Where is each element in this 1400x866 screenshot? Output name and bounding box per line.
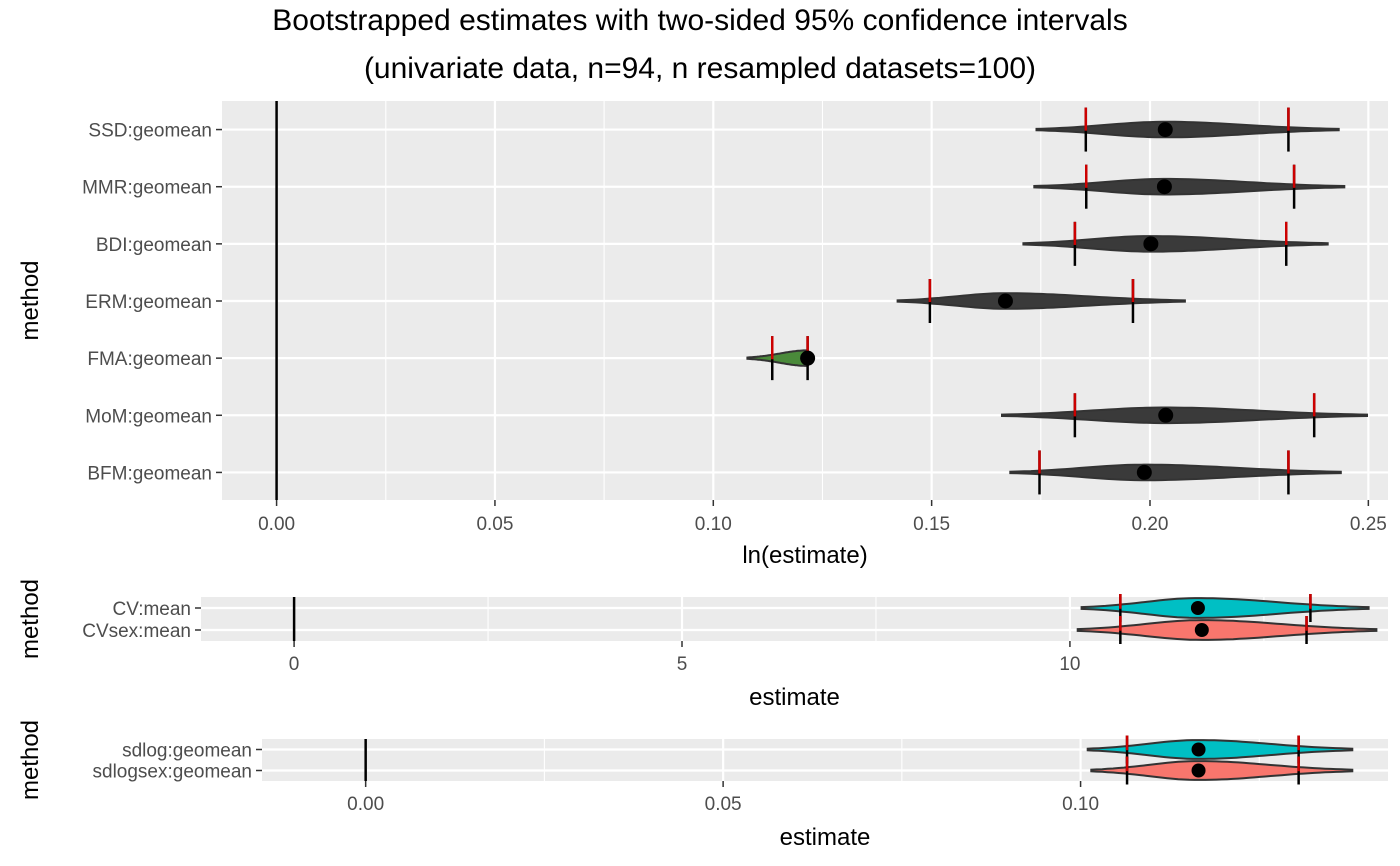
estimate-point: [997, 293, 1013, 309]
x-tick-label: 0.20: [1132, 514, 1169, 535]
violin-shape: [1001, 406, 1368, 425]
y-axis-title: method: [17, 720, 44, 800]
x-tick-label: 0.00: [347, 794, 384, 815]
x-tick-label: 5: [677, 654, 688, 675]
violin-shape: [1090, 760, 1354, 781]
violin-sdlog-geomean: [1086, 735, 1354, 764]
y-tick-label: ERM:geomean: [85, 292, 212, 313]
estimate-point: [1143, 236, 1159, 252]
violin-shape: [1076, 619, 1378, 641]
y-tick-label: CV:mean: [113, 599, 192, 620]
x-tick-label: 0: [289, 654, 300, 675]
y-tick-label: MoM:geomean: [85, 406, 212, 427]
x-tick-label: 10: [1059, 654, 1080, 675]
violin-sdlogsex-geomean: [1090, 756, 1354, 785]
x-axis-title: estimate: [749, 684, 840, 711]
y-axis-title: method: [17, 579, 44, 659]
violin-cvsex-mean: [1076, 616, 1378, 644]
y-tick-label: BFM:geomean: [87, 463, 212, 484]
panel-1: SSD:geomean MMR:geomean BDI:geomean ERM:geo…: [17, 101, 1388, 569]
x-tick-label: 0.10: [1062, 794, 1099, 815]
x-axis-title: ln(estimate): [742, 542, 867, 569]
x-tick-label: 0.15: [913, 514, 950, 535]
violin-shape: [1009, 463, 1342, 482]
y-tick-label: MMR:geomean: [82, 178, 212, 199]
violin-shape: [896, 292, 1186, 310]
x-tick-label: 0.25: [1350, 514, 1387, 535]
estimate-point: [1191, 742, 1206, 757]
estimate-point: [1136, 464, 1152, 480]
estimate-point: [1194, 623, 1209, 637]
violin-fma-geomean: [746, 336, 816, 381]
violin-shape: [1022, 235, 1329, 253]
violin-erm-geomean: [896, 279, 1186, 323]
violin-bdi-geomean: [1022, 221, 1329, 266]
chart-title-line-2: (univariate data, n=94, n resampled data…: [363, 52, 1037, 85]
x-axis-title: estimate: [780, 824, 871, 851]
y-tick-label: sdlogsex:geomean: [93, 762, 253, 783]
x-tick-label: 0.05: [705, 794, 742, 815]
violin-shape: [1086, 739, 1354, 760]
estimate-point: [1157, 122, 1173, 138]
x-tick-label: 0.05: [476, 514, 513, 535]
violin-mom-geomean: [1001, 393, 1368, 438]
violin-shape: [1035, 120, 1340, 139]
y-tick-label: BDI:geomean: [96, 235, 212, 256]
estimate-point: [800, 350, 816, 366]
estimate-point: [1190, 601, 1205, 615]
y-tick-label: sdlog:geomean: [122, 741, 252, 762]
estimate-point: [1156, 179, 1172, 195]
x-tick-label: 0.00: [258, 514, 295, 535]
violin-mmr-geomean: [1033, 164, 1346, 209]
violin-shape: [1033, 177, 1346, 196]
estimate-point: [1191, 763, 1206, 778]
estimate-point: [1158, 407, 1174, 423]
violin-bfm-geomean: [1009, 450, 1342, 495]
chart-title-line-1: Bootstrapped estimates with two-sided 95…: [272, 4, 1128, 37]
y-tick-label: FMA:geomean: [87, 349, 212, 370]
violin-shape: [1080, 597, 1370, 619]
y-tick-label: CVsex:mean: [82, 621, 191, 642]
y-axis-title: method: [17, 260, 44, 340]
y-tick-label: SSD:geomean: [88, 121, 212, 142]
x-tick-label: 0.10: [695, 514, 732, 535]
violin-ssd-geomean: [1035, 107, 1340, 152]
